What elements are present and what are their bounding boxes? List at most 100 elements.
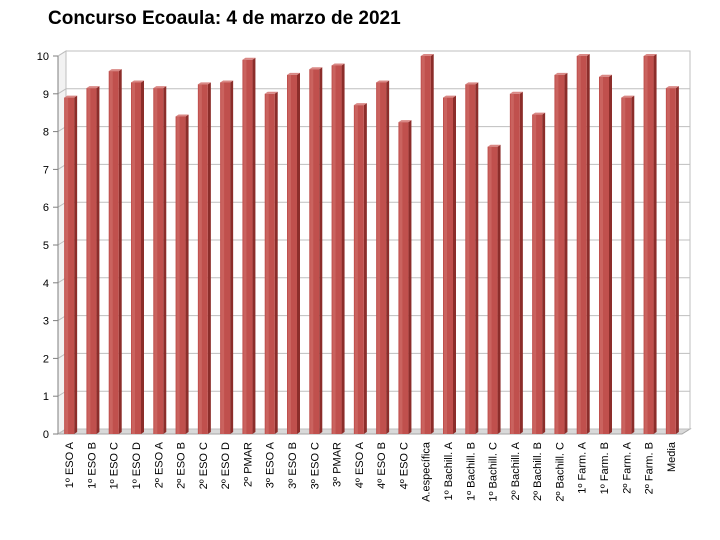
bar-top bbox=[665, 86, 679, 89]
bar-top bbox=[398, 120, 412, 123]
bar-side bbox=[386, 80, 390, 435]
bar-front bbox=[398, 122, 409, 435]
bar-top bbox=[108, 69, 122, 72]
bar bbox=[554, 72, 568, 435]
bar bbox=[509, 91, 523, 435]
bar-side bbox=[519, 91, 523, 435]
bar-side bbox=[185, 114, 189, 434]
bar bbox=[398, 120, 412, 435]
bar-highlight bbox=[265, 93, 269, 435]
bar-highlight bbox=[399, 122, 403, 435]
bar-front bbox=[353, 105, 364, 434]
bar bbox=[309, 67, 323, 434]
bar-top bbox=[621, 95, 635, 98]
bar bbox=[576, 54, 590, 434]
bar-top bbox=[487, 144, 501, 147]
bar-side bbox=[74, 95, 78, 434]
bar bbox=[532, 112, 546, 434]
bar-side bbox=[118, 69, 122, 435]
bar bbox=[131, 80, 144, 435]
bar-top bbox=[220, 80, 234, 83]
bar-highlight bbox=[310, 69, 314, 434]
bar bbox=[353, 103, 367, 434]
bar-side bbox=[497, 144, 501, 434]
bar-top bbox=[331, 63, 345, 66]
bar-top bbox=[376, 80, 390, 83]
bar-top bbox=[64, 95, 78, 98]
y-tick-label: 4 bbox=[43, 278, 49, 290]
x-tick-label: 1º ESO B bbox=[86, 442, 98, 489]
bar-front bbox=[576, 56, 587, 434]
bar-side bbox=[653, 54, 657, 434]
bar-top bbox=[175, 114, 189, 117]
bar-front bbox=[131, 82, 141, 435]
bar-front bbox=[331, 65, 342, 434]
y-tick-label: 9 bbox=[43, 89, 49, 101]
x-tick-label: 1º Bachill. B bbox=[465, 442, 477, 501]
bar-highlight bbox=[377, 82, 381, 435]
bar-highlight bbox=[332, 65, 336, 434]
bar-highlight bbox=[132, 82, 135, 435]
bar-side bbox=[230, 80, 234, 435]
bar-front bbox=[621, 97, 632, 434]
bar-side bbox=[341, 63, 345, 434]
x-tick-label: 2º ESO D bbox=[220, 442, 232, 489]
bar-top bbox=[465, 82, 479, 85]
bar bbox=[153, 86, 167, 434]
bar-front bbox=[599, 76, 609, 434]
chart-title: Concurso Ecoaula: 4 de marzo de 2021 bbox=[48, 8, 401, 29]
bar-top bbox=[554, 72, 568, 75]
bar-highlight bbox=[444, 97, 447, 434]
bar-side bbox=[564, 72, 568, 435]
bar-highlight bbox=[644, 56, 648, 434]
bar-highlight bbox=[109, 71, 113, 435]
bar bbox=[420, 54, 434, 434]
bar-highlight bbox=[600, 76, 603, 434]
bar-top bbox=[443, 95, 456, 98]
x-tick-label: 2º Bachill. C bbox=[554, 442, 566, 502]
bar-side bbox=[297, 72, 300, 435]
bar-highlight bbox=[555, 74, 559, 435]
bar-highlight bbox=[198, 84, 202, 434]
bar-side bbox=[274, 91, 278, 435]
bar-front bbox=[465, 84, 476, 434]
bar-highlight bbox=[154, 88, 158, 434]
bar-top bbox=[86, 86, 100, 89]
bar-front bbox=[509, 93, 520, 435]
bar bbox=[376, 80, 390, 435]
x-tick-label: 1º ESO C bbox=[109, 442, 121, 489]
bar-highlight bbox=[666, 88, 670, 434]
x-tick-label: 4º ESO A bbox=[354, 441, 366, 488]
bar-highlight bbox=[221, 82, 225, 435]
bar bbox=[665, 86, 679, 434]
y-tick-label: 2 bbox=[43, 353, 49, 365]
bar-side bbox=[96, 86, 100, 434]
bar bbox=[331, 63, 345, 434]
bar-side bbox=[609, 74, 612, 434]
x-tick-label: 3º ESO B bbox=[287, 442, 299, 489]
bar-highlight bbox=[488, 146, 492, 434]
x-tick-label: 4º ESO B bbox=[376, 442, 388, 489]
x-tick-label: 1º Bachill. C bbox=[488, 442, 500, 502]
bar-side bbox=[163, 86, 167, 434]
bar-front bbox=[309, 69, 320, 434]
x-tick-label: 2º Bachill. A bbox=[510, 441, 522, 500]
bar-side bbox=[453, 95, 456, 434]
bar-front bbox=[264, 93, 275, 435]
bar-top bbox=[309, 67, 323, 70]
bar-highlight bbox=[176, 116, 180, 434]
y-tick-label: 6 bbox=[43, 202, 49, 214]
bar-front bbox=[287, 74, 297, 435]
bar-side bbox=[631, 95, 635, 434]
y-tick-label: 8 bbox=[43, 127, 49, 139]
bar-front bbox=[175, 116, 186, 434]
x-tick-label: Media bbox=[666, 441, 678, 472]
bar-top bbox=[509, 91, 523, 94]
bar-top bbox=[264, 91, 278, 94]
bar-top bbox=[131, 80, 144, 83]
x-tick-label: 4º ESO C bbox=[398, 442, 410, 489]
gridline bbox=[57, 88, 690, 95]
gridline bbox=[57, 50, 690, 57]
bar-front bbox=[443, 97, 453, 434]
bar-front bbox=[220, 82, 231, 435]
